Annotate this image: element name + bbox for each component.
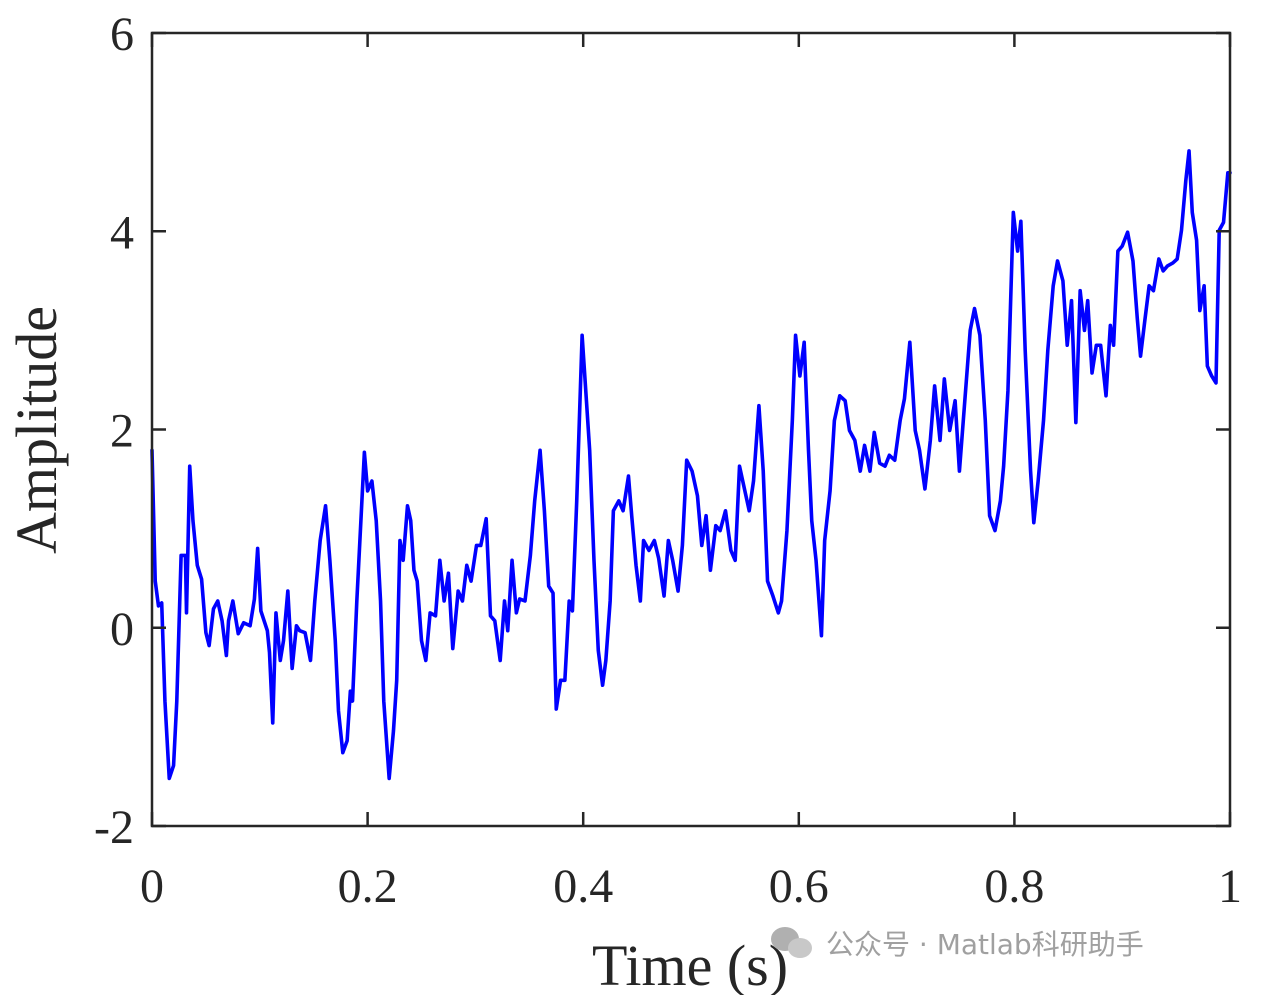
y-tick-label: 4 <box>110 206 134 259</box>
x-tick-label: 0.4 <box>553 860 613 913</box>
y-tick-label: 0 <box>110 603 134 656</box>
x-tick-label: 0.8 <box>984 860 1044 913</box>
y-tick-label: 6 <box>110 8 134 61</box>
watermark-text: 公众号 · Matlab科研助手 <box>826 928 1144 961</box>
axes-box <box>150 31 1232 828</box>
y-axis-label: Amplitude <box>4 306 69 554</box>
x-tick-label: 0.6 <box>769 860 829 913</box>
y-tick-label: -2 <box>94 801 134 854</box>
watermark: 公众号 · Matlab科研助手 <box>771 927 1144 961</box>
x-axis-label: Time (s) <box>592 933 788 995</box>
x-tick-label: 0.2 <box>338 860 398 913</box>
x-tick-label: 1 <box>1218 860 1242 913</box>
y-tick-label: 2 <box>110 405 134 458</box>
watermark-icon <box>788 938 812 958</box>
line-series <box>150 149 1232 781</box>
x-tick-label: 0 <box>140 860 164 913</box>
